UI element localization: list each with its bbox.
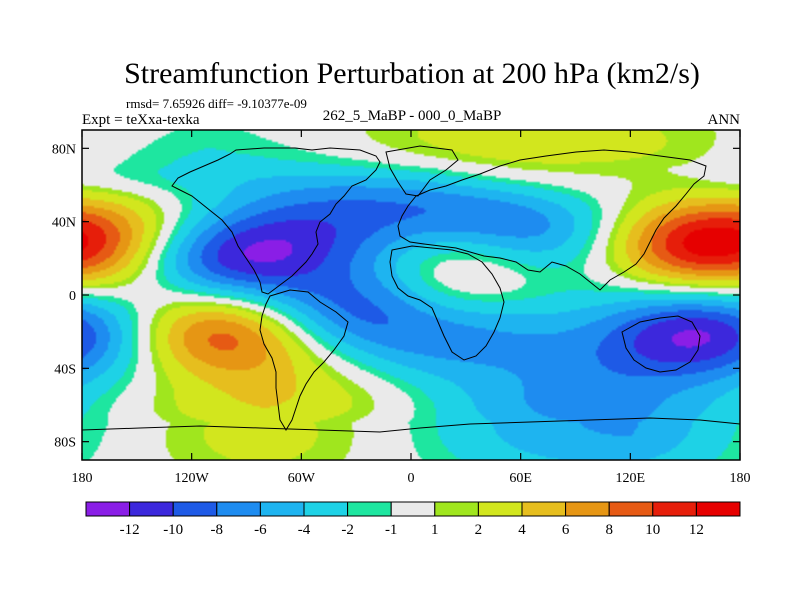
y-tick-label: 80N [52,142,76,157]
colorbar-label: 6 [562,522,570,538]
x-tick-label: 120W [175,471,210,486]
colorbar-label: 8 [605,522,613,538]
season-label: ANN [708,112,741,128]
x-tick-label: 180 [72,471,93,486]
experiment-label: 262_5_MaBP - 000_0_MaBP [323,108,502,124]
colorbar-swatch [129,501,174,517]
colorbar: -12 -10 -8 -6 -4 -2 -1 1 2 4 6 8 10 12 [85,501,741,538]
colorbar-label: -12 [120,522,140,538]
axes: 180 120W 60W 0 60E 120E 180 80N 40N 0 40S 80S [52,130,751,486]
streamfunction-field [82,130,740,460]
colorbar-swatch [695,501,741,517]
colorbar-swatch [303,501,349,517]
colorbar-swatch [565,501,610,517]
colorbar-swatch [652,501,697,517]
x-tick-label: 120E [616,471,646,486]
y-tick-label: 40N [52,216,76,231]
colorbar-swatch [521,501,567,517]
colorbar-label: -6 [254,522,267,538]
colorbar-label: 4 [518,522,526,538]
colorbar-label: 12 [689,522,704,538]
x-tick-label: 180 [730,471,751,486]
colorbar-swatch [259,501,305,517]
colorbar-label: 2 [475,522,483,538]
colorbar-label: 10 [645,522,660,538]
colorbar-label: 1 [431,522,439,538]
stats-label: rmsd= 7.65926 diff= -9.10377e-09 [126,96,307,111]
colorbar-swatch [477,501,523,517]
expt-label: Expt = teXxa-texka [82,112,200,128]
colorbar-label: -10 [163,522,183,538]
colorbar-swatch [172,501,218,517]
colorbar-label: -4 [298,522,311,538]
colorbar-swatch [434,501,479,517]
x-tick-label: 0 [408,471,415,486]
colorbar-label: -1 [385,522,398,538]
y-tick-label: 80S [54,436,76,451]
y-tick-label: 0 [69,289,76,304]
colorbar-label: -2 [341,522,354,538]
x-tick-label: 60W [288,471,316,486]
x-tick-label: 60E [509,471,532,486]
plot-title: Streamfunction Perturbation at 200 hPa (… [124,57,700,90]
colorbar-swatch [390,501,436,517]
colorbar-swatch [347,501,392,517]
y-tick-label: 40S [54,362,76,377]
colorbar-swatch [216,501,261,517]
colorbar-swatch [85,501,131,517]
coastlines [81,145,741,433]
colorbar-swatch [608,501,654,517]
map-area: 180 120W 60W 0 60E 120E 180 80N 40N 0 40S 80S [52,129,751,486]
colorbar-label: -8 [211,522,224,538]
